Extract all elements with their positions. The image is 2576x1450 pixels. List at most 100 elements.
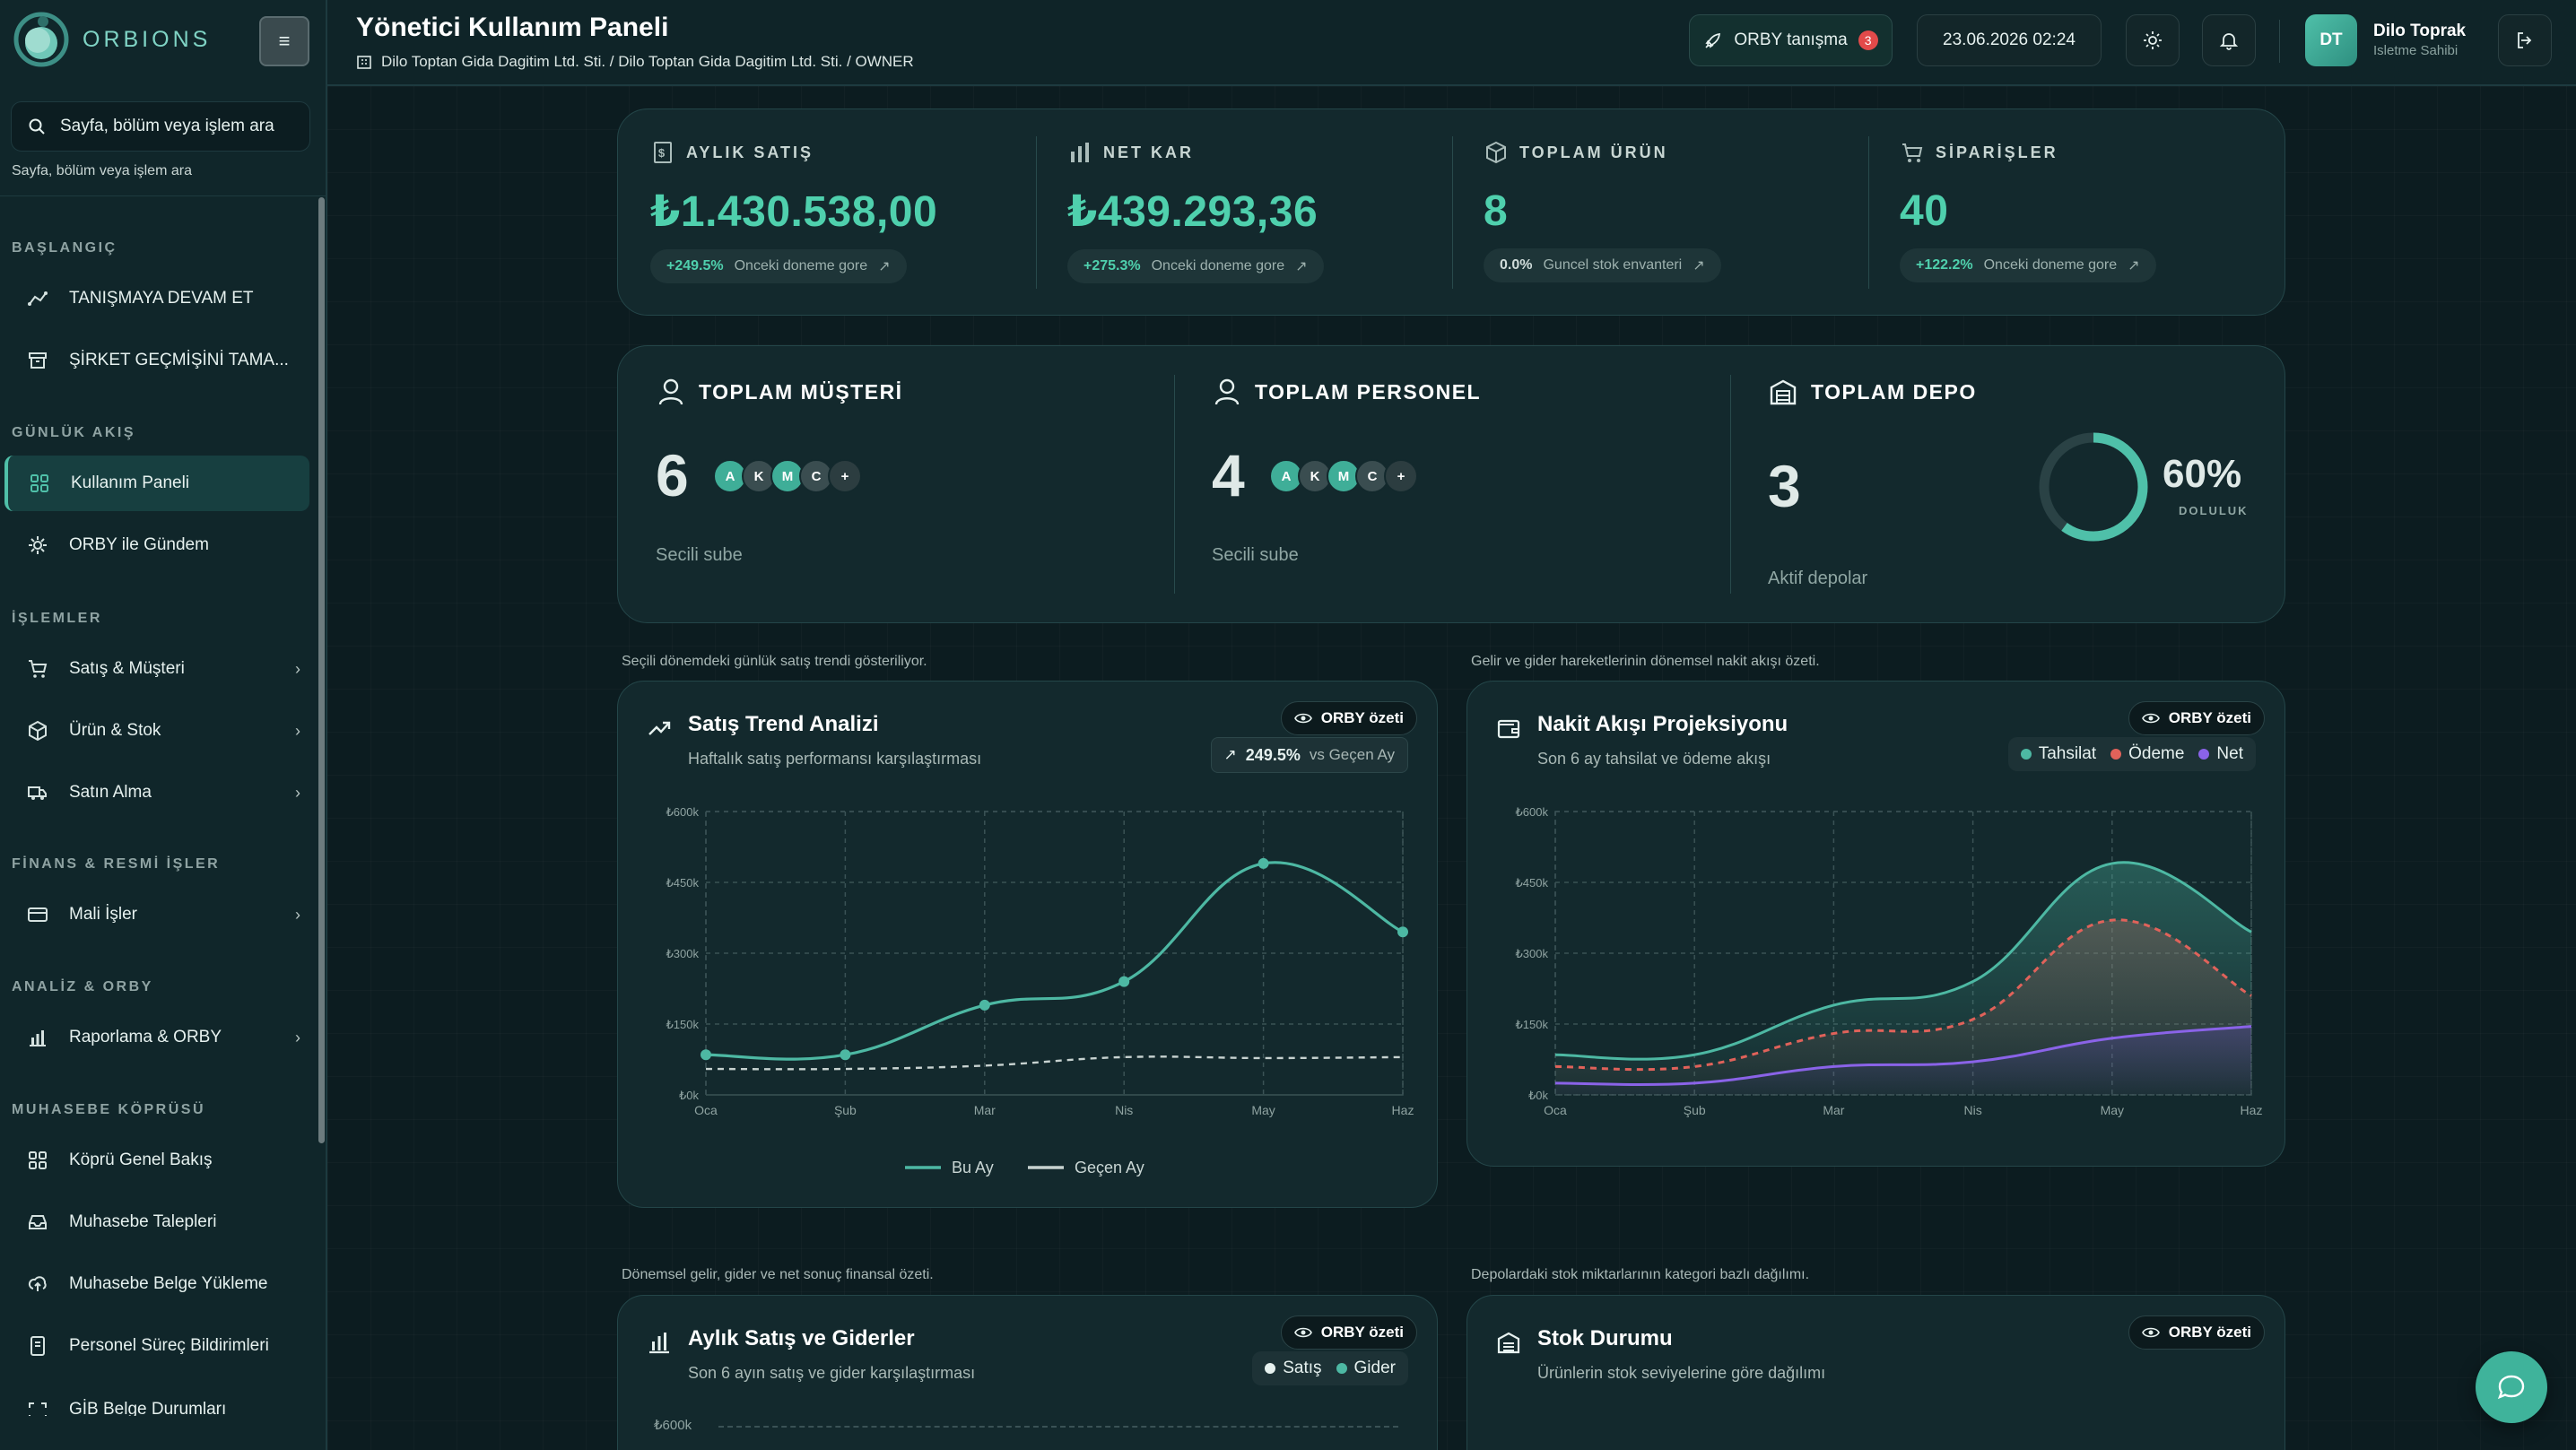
kpi-value: ₺1.430.538,00	[650, 188, 938, 236]
y-tick-label: ₺300k	[1516, 947, 1549, 960]
sidebar-item-label: Muhasebe Belge Yükleme	[69, 1274, 268, 1293]
x-tick-label: Şub	[834, 1103, 857, 1117]
notifications-button[interactable]	[2202, 14, 2256, 66]
y-tick-label: ₺600k	[666, 805, 700, 819]
kpi-value: 8	[1484, 187, 1509, 235]
user-icon	[656, 377, 686, 407]
sidebar-item-gib-belge[interactable]: GİB Belge Durumları	[4, 1380, 309, 1416]
theme-toggle-button[interactable]	[2126, 14, 2180, 66]
series-area-net	[1555, 1026, 2251, 1095]
brand[interactable]: ORBIONS	[13, 11, 211, 68]
top-header: Yönetici Kullanım Paneli Dilo Toptan Gid…	[327, 0, 2576, 86]
data-point	[1118, 976, 1130, 987]
series-line-odeme	[1554, 918, 2252, 1072]
route-icon	[26, 287, 49, 310]
y-tick-label: ₺300k	[666, 947, 700, 960]
more-avatar: +	[1384, 459, 1418, 493]
warehouse-icon	[1768, 377, 1798, 407]
totals-card: TOPLAM MÜŞTERİ 6 A K M C + Secili sube TOPLA…	[617, 345, 2285, 623]
sidebar-search-input[interactable]: Sayfa, bölüm veya işlem ara	[11, 101, 310, 152]
orby-summary-badge[interactable]: ORBY özeti	[1280, 701, 1417, 735]
sidebar-toggle-button[interactable]: ≡	[259, 16, 309, 66]
sidebar-item-muhasebe-talepleri[interactable]: Muhasebe Talepleri	[4, 1194, 309, 1250]
y-tick-label: ₺0k	[1528, 1089, 1549, 1102]
total-value: 3	[1768, 453, 1801, 519]
x-tick-label: Nis	[1963, 1103, 1981, 1117]
sidebar-item-label: ORBY ile Gündem	[69, 535, 209, 554]
more-avatar: +	[828, 459, 862, 493]
total-staff: TOPLAM PERSONEL	[1212, 377, 1481, 407]
gauge-fill	[2039, 432, 2148, 542]
bars-icon	[1067, 140, 1092, 165]
chart-subtitle: Haftalık satış performansı karşılaştırma…	[688, 750, 982, 768]
section-title-analiz: ANALİZ & ORBY	[12, 979, 153, 994]
sidebar-item-kullanim-paneli[interactable]: Kullanım Paneli	[4, 456, 309, 511]
monthly-caption: Dönemsel gelir, gider ve net sonuç finan…	[622, 1267, 934, 1282]
sidebar-item-orby-gundem[interactable]: ORBY ile Gündem	[4, 517, 309, 573]
eye-icon	[1293, 713, 1312, 724]
sun-icon	[2144, 31, 2162, 49]
cart-icon	[26, 657, 49, 681]
chevron-right-icon: ›	[295, 905, 300, 924]
chart-title: Aylık Satış ve Giderler	[688, 1326, 915, 1350]
cash-flow-card: Nakit Akışı Projeksiyonu Son 6 ay tahsil…	[1466, 681, 2285, 1167]
search-placeholder: Sayfa, bölüm veya işlem ara	[60, 117, 274, 135]
sidebar-item-mali-isler[interactable]: Mali İşler ›	[4, 887, 309, 942]
kpi-delta: +122.2%	[1916, 257, 1973, 273]
inbox-icon	[26, 1211, 49, 1234]
orby-badge-label: ORBY özeti	[1320, 709, 1404, 726]
search-hint: Sayfa, bölüm veya işlem ara	[12, 163, 192, 178]
sidebar-item-raporlama[interactable]: Raporlama & ORBY ›	[4, 1010, 309, 1065]
trend-up-icon: ↗	[878, 259, 891, 274]
sidebar-item-tanismaya-devam[interactable]: TANIŞMAYA DEVAM ET	[4, 271, 309, 326]
sidebar-item-satis-musteri[interactable]: Satış & Müşteri ›	[4, 641, 309, 697]
chart-legend: Tahsilat Ödeme Net	[2007, 737, 2256, 771]
section-title-baslangic: BAŞLANGIÇ	[12, 240, 117, 256]
eye-icon	[2141, 1327, 2160, 1338]
legend-item: Net	[2198, 744, 2243, 764]
kpi-delta: +249.5%	[666, 258, 724, 274]
trend-up-icon: ↗	[1693, 258, 1705, 274]
orby-tour-button[interactable]: ORBY tanışma 3	[1689, 14, 1893, 66]
orby-badge-label: ORBY özeti	[1320, 1324, 1404, 1341]
sidebar-item-sirket-gecmisi[interactable]: ŞİRKET GEÇMİŞİNİ TAMA...	[4, 333, 309, 388]
kpi-delta: 0.0%	[1500, 257, 1533, 273]
dollar-doc-icon: $	[650, 140, 675, 165]
sidebar-scrollbar[interactable]	[318, 197, 325, 1143]
total-label: TOPLAM PERSONEL	[1255, 379, 1482, 404]
sidebar-item-urun-stok[interactable]: Ürün & Stok ›	[4, 703, 309, 759]
avatar[interactable]: DT	[2305, 14, 2357, 66]
sidebar-item-kopru-genel[interactable]: Köprü Genel Bakış	[4, 1133, 309, 1188]
total-customers: TOPLAM MÜŞTERİ	[656, 377, 903, 407]
trend-up-icon: ↗	[1295, 259, 1308, 274]
avatar: M	[770, 459, 805, 493]
y-tick-label: ₺0k	[679, 1089, 700, 1102]
kpi-note: Onceki doneme gore	[1983, 257, 2118, 273]
depot-fill-percent: 60%	[2163, 452, 2242, 496]
svg-text:$: $	[658, 146, 667, 160]
warehouse-icon	[1494, 1328, 1523, 1357]
kpi-summary-card: $ AYLIK SATIŞ ₺1.430.538,00 +249.5% Onceki…	[617, 109, 2285, 316]
datetime-display[interactable]: 23.06.2026 02:24	[1917, 14, 2102, 66]
kpi-label: NET KAR	[1103, 143, 1194, 161]
sidebar-item-belge-yukleme[interactable]: Muhasebe Belge Yükleme	[4, 1256, 309, 1312]
orby-summary-badge[interactable]: ORBY özeti	[2128, 701, 2265, 735]
chat-assistant-button[interactable]	[2476, 1351, 2547, 1423]
customer-avatars: A K M C +	[713, 459, 862, 493]
x-tick-label: Oca	[1544, 1103, 1567, 1117]
monthly-sales-expenses-card: Aylık Satış ve Giderler Son 6 ayın satış…	[617, 1295, 1438, 1450]
section-title-gunluk-akis: GÜNLÜK AKIŞ	[12, 425, 136, 440]
grid-icon	[26, 1149, 49, 1172]
logout-button[interactable]	[2498, 14, 2552, 66]
breadcrumb-text: Dilo Toptan Gida Dagitim Ltd. Sti. / Dil…	[381, 53, 914, 70]
sidebar-item-satin-alma[interactable]: Satın Alma ›	[4, 765, 309, 821]
trending-up-icon	[645, 714, 674, 742]
page-title: Yönetici Kullanım Paneli	[356, 13, 669, 42]
sidebar-item-personel-surec[interactable]: Personel Süreç Bildirimleri	[4, 1318, 309, 1374]
x-tick-label: May	[2101, 1103, 2124, 1117]
user-name: Dilo Toprak	[2373, 22, 2467, 40]
x-tick-label: Haz	[2241, 1103, 2263, 1117]
orby-summary-badge[interactable]: ORBY özeti	[2128, 1315, 2265, 1350]
orby-summary-badge[interactable]: ORBY özeti	[1280, 1315, 1417, 1350]
series-line-bu-ay	[705, 861, 1404, 1061]
